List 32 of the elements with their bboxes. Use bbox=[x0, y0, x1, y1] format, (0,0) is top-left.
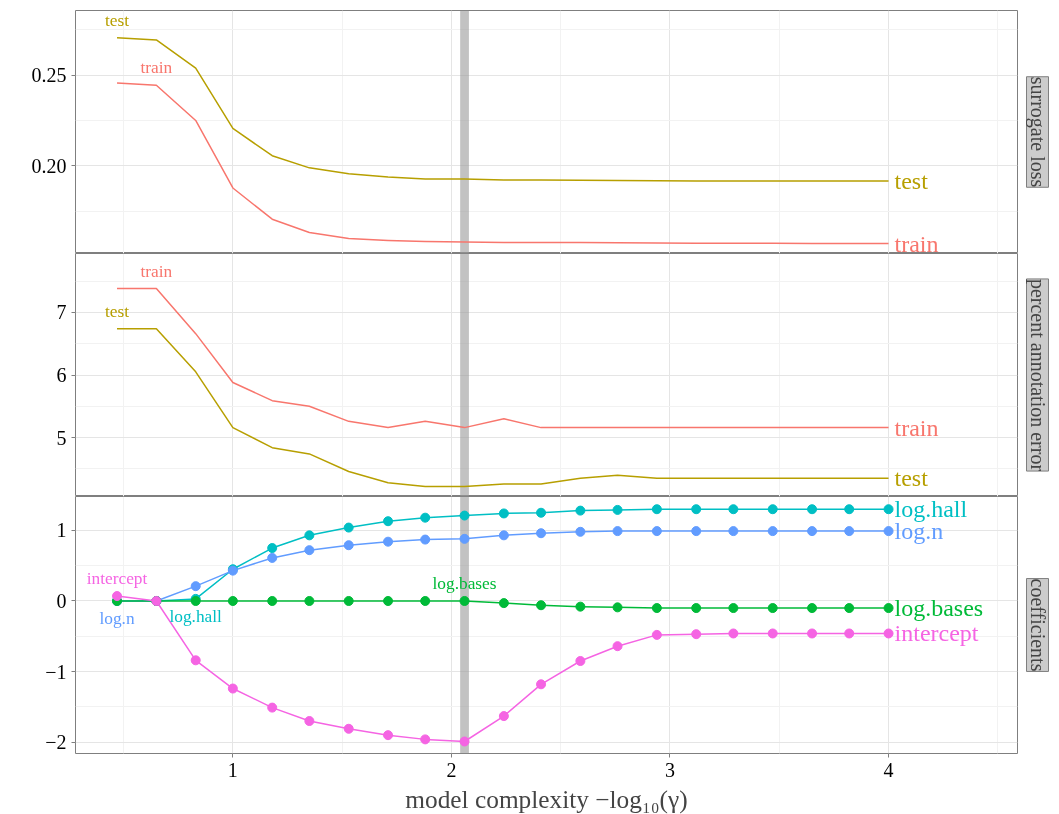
y-tick-label: −1 bbox=[45, 660, 67, 683]
series-label: test bbox=[894, 167, 929, 194]
y-tick-label: 1 bbox=[56, 519, 67, 542]
text: percent annotation error bbox=[1025, 278, 1049, 472]
y-tick-label: 0.25 bbox=[31, 64, 67, 87]
y-tick-label: 7 bbox=[56, 301, 67, 324]
series-label: test bbox=[894, 465, 929, 492]
x-tick-label: 1 bbox=[227, 758, 238, 781]
text: coefficients bbox=[1026, 578, 1049, 672]
x-tick-label: 2 bbox=[446, 758, 457, 781]
x-tick-label: 4 bbox=[883, 758, 894, 781]
series-label: train bbox=[894, 230, 939, 257]
series-label: log.hall bbox=[894, 496, 968, 523]
series-label: train bbox=[894, 414, 939, 441]
y-tick-label: 0 bbox=[56, 589, 67, 612]
annotation: intercept bbox=[86, 569, 148, 589]
x-axis-title: model complexity −log₁₀(γ) bbox=[405, 784, 688, 814]
annotation: log.n bbox=[99, 608, 135, 628]
annotation: train bbox=[140, 261, 173, 281]
annotation: log.hall bbox=[169, 606, 223, 626]
series-label: intercept bbox=[894, 620, 979, 647]
annotation: train bbox=[140, 58, 173, 78]
annotation: log.bases bbox=[432, 573, 497, 593]
annotation: test bbox=[105, 301, 130, 321]
y-tick-label: 6 bbox=[56, 364, 67, 386]
y-tick-label: 0.20 bbox=[31, 154, 67, 177]
annotation: test bbox=[105, 10, 130, 30]
y-tick-label: −2 bbox=[45, 731, 67, 754]
series-label: log.bases bbox=[894, 595, 984, 622]
text: surrogate loss bbox=[1025, 76, 1049, 188]
y-tick-label: 5 bbox=[56, 426, 67, 449]
x-tick-label: 3 bbox=[664, 758, 675, 781]
